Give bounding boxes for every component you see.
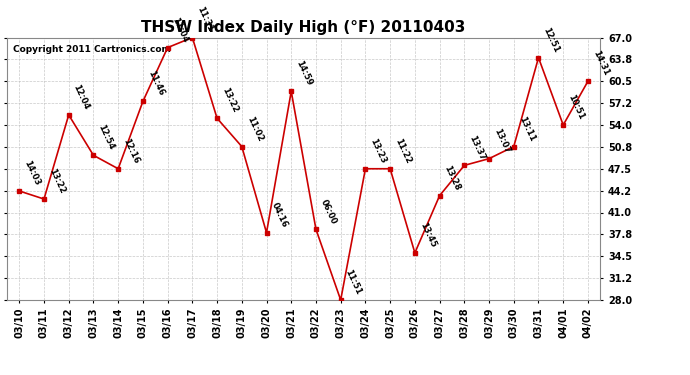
- Text: 13:28: 13:28: [442, 164, 462, 192]
- Text: 13:11: 13:11: [517, 114, 536, 142]
- Text: 12:04: 12:04: [72, 83, 91, 111]
- Text: 11:31: 11:31: [195, 6, 215, 34]
- Text: 11:04: 11:04: [170, 16, 190, 44]
- Title: THSW Index Daily High (°F) 20110403: THSW Index Daily High (°F) 20110403: [141, 20, 466, 35]
- Text: 14:31: 14:31: [591, 49, 611, 77]
- Text: 11:22: 11:22: [393, 136, 413, 165]
- Text: 12:16: 12:16: [121, 136, 141, 165]
- Text: 13:07: 13:07: [492, 127, 511, 155]
- Text: 13:45: 13:45: [418, 221, 437, 249]
- Text: 11:51: 11:51: [344, 268, 363, 296]
- Text: 14:03: 14:03: [22, 159, 41, 187]
- Text: 10:51: 10:51: [566, 93, 586, 121]
- Text: 04:16: 04:16: [270, 201, 289, 229]
- Text: 11:02: 11:02: [245, 114, 264, 142]
- Text: 12:51: 12:51: [542, 26, 561, 54]
- Text: 13:23: 13:23: [368, 137, 388, 165]
- Text: 13:22: 13:22: [47, 167, 66, 195]
- Text: 14:59: 14:59: [294, 59, 314, 87]
- Text: 06:00: 06:00: [319, 198, 338, 225]
- Text: 13:22: 13:22: [220, 86, 239, 114]
- Text: Copyright 2011 Cartronics.com: Copyright 2011 Cartronics.com: [13, 45, 170, 54]
- Text: 12:54: 12:54: [97, 123, 116, 152]
- Text: 11:46: 11:46: [146, 69, 166, 98]
- Text: 13:37: 13:37: [467, 134, 486, 162]
